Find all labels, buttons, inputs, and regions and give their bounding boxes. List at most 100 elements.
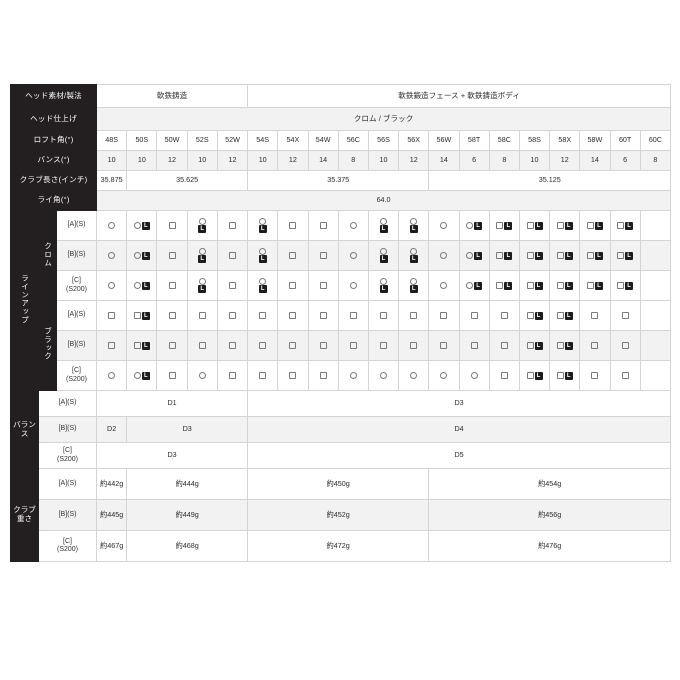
square-icon: [617, 252, 625, 259]
shaft-label-balance-a: [A](S): [37, 390, 98, 417]
left-hand-icon: L: [504, 281, 513, 290]
bounce-value: 14: [428, 150, 460, 171]
left-hand-icon: L: [625, 221, 634, 230]
lineup-cell: [337, 330, 369, 361]
table-row: [C] (S200) D3 D5: [11, 442, 672, 469]
lineup-cell: [277, 330, 309, 361]
square-icon: [168, 342, 176, 349]
balance-value: D2: [96, 416, 128, 443]
square-icon: [228, 342, 236, 349]
bounce-value: 10: [518, 150, 551, 171]
shaft-label-chrome-b: [B](S): [55, 240, 98, 271]
square-icon: [289, 312, 297, 319]
bounce-value: 10: [96, 150, 128, 171]
lineup-cell: [156, 210, 188, 241]
loft-value: 54W: [307, 130, 339, 151]
left-hand-icon: L: [625, 251, 634, 260]
balance-value: D3: [96, 442, 249, 469]
loft-value: 52W: [216, 130, 249, 151]
lineup-cell: [216, 330, 249, 361]
square-icon: [470, 342, 478, 349]
lineup-cell: [428, 240, 460, 271]
left-hand-icon: L: [258, 285, 267, 293]
club-weight-value: 約476g: [428, 530, 672, 562]
lineup-cell: [96, 270, 128, 301]
bounce-value: 14: [307, 150, 339, 171]
lineup-cell: L: [488, 240, 520, 271]
lie-angle-value: 64.0: [96, 190, 672, 211]
square-icon: [319, 372, 327, 379]
left-hand-icon: L: [534, 341, 543, 350]
loft-value: 56X: [398, 130, 430, 151]
circle-icon: [259, 218, 267, 225]
table-row: クラブ長さ(インチ) 35.875 35.625 35.375 35.125: [9, 170, 672, 191]
left-hand-icon: L: [564, 311, 573, 320]
square-icon: [228, 282, 236, 289]
square-icon: [349, 342, 357, 349]
left-hand-icon: L: [198, 255, 207, 263]
table-row: [B](S) D2 D3 D4: [11, 416, 672, 443]
lineup-cell: [639, 270, 672, 301]
square-icon: [591, 342, 599, 349]
square-icon: [410, 342, 418, 349]
circle-icon: [133, 282, 141, 289]
lineup-cell: [428, 330, 460, 361]
square-icon: [319, 222, 327, 229]
left-hand-icon: L: [409, 285, 418, 293]
bounce-value: 10: [186, 150, 218, 171]
left-hand-icon: L: [141, 221, 150, 230]
left-hand-icon: L: [625, 281, 634, 290]
square-icon: [380, 312, 387, 319]
club-length-value: 35.625: [126, 170, 249, 191]
square-icon: [526, 312, 534, 319]
lineup-cell: [307, 240, 339, 271]
lineup-cell: [398, 360, 430, 391]
circle-icon: [133, 252, 141, 259]
bounce-value: 6: [609, 150, 641, 171]
golf-wedge-spec-table: ヘッド素材/製法 軟鉄鋳造 軟鉄鍛造フェース + 軟鉄鋳造ボディ ヘッド仕上げ クロム …: [9, 84, 672, 562]
label-head-material: ヘッド素材/製法: [9, 84, 98, 108]
left-hand-icon: L: [141, 281, 150, 290]
lineup-cell: [398, 300, 430, 331]
circle-icon: [133, 372, 141, 379]
square-icon: [198, 342, 206, 349]
left-hand-icon: L: [504, 221, 513, 230]
left-hand-icon: L: [564, 281, 573, 290]
lineup-cell: [277, 210, 309, 241]
square-icon: [556, 222, 564, 229]
club-weight-value: 約444g: [126, 468, 249, 500]
table-row: ブラック [A](S) L L L: [11, 300, 672, 391]
loft-value: 58X: [549, 130, 581, 151]
square-icon: [289, 252, 297, 259]
square-icon: [526, 372, 534, 379]
table-row: [C] (S200) 約467g 約468g 約472g 約476g: [11, 530, 672, 562]
lineup-cell: [428, 210, 460, 241]
bounce-value: 14: [579, 150, 611, 171]
shaft-label-black-c: [C] (S200): [55, 360, 98, 391]
circle-icon: [440, 282, 448, 289]
shaft-label-balance-c: [C] (S200): [37, 442, 98, 469]
bounce-value: 12: [216, 150, 249, 171]
lineup-cell: [216, 360, 249, 391]
lineup-cell: L: [126, 330, 158, 361]
label-finish-chrome: クロム: [38, 210, 57, 301]
lineup-cell: L: [488, 210, 520, 241]
lineup-cell: [156, 270, 188, 301]
loft-value: 54S: [247, 130, 279, 151]
club-weight-value: 約467g: [96, 530, 128, 562]
lineup-cell: [367, 360, 400, 391]
lineup-cell: L: [367, 240, 400, 271]
lineup-cell: [186, 330, 218, 361]
label-lineup: ラインアップ: [10, 210, 39, 391]
balance-value: D4: [247, 416, 672, 443]
lineup-cell: L: [367, 210, 400, 241]
lineup-cell: [186, 300, 218, 331]
loft-value: 48S: [96, 130, 128, 151]
lineup-cell: [277, 240, 309, 271]
square-icon: [621, 312, 629, 319]
left-hand-icon: L: [198, 225, 207, 233]
bounce-value: 6: [458, 150, 490, 171]
lineup-cell: L: [186, 240, 218, 271]
loft-value: 60C: [639, 130, 672, 151]
